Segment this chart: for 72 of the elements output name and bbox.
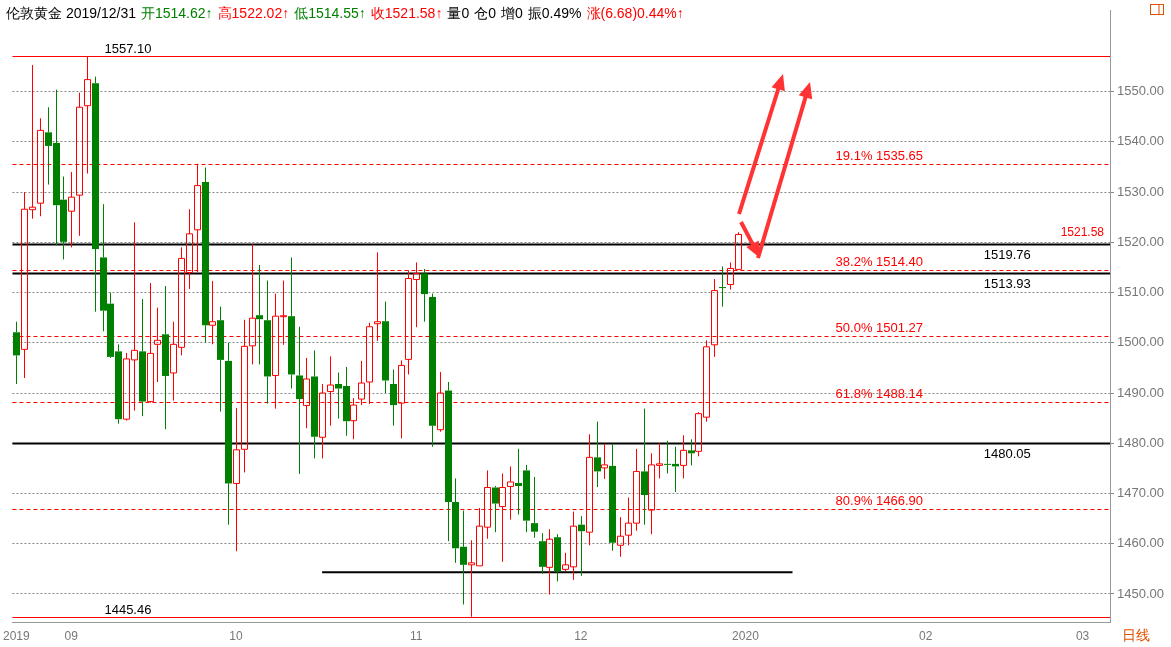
candlestick — [288, 256, 295, 390]
text: 日线 — [1122, 627, 1150, 645]
candlestick — [429, 293, 436, 448]
ref-line-label: 38.2% 1514.40 — [835, 253, 924, 269]
candlestick — [539, 532, 546, 575]
annotation: 涨(6.68)0.44%↑ — [586, 5, 684, 21]
candlestick — [546, 528, 553, 595]
y-tick-label: 1500.00 — [1117, 334, 1165, 350]
x-tick-label: 02 — [919, 629, 933, 644]
candlestick — [264, 280, 271, 405]
y-tick-label: 1450.00 — [1117, 585, 1165, 601]
y-tick-label: 1470.00 — [1117, 485, 1165, 501]
chart-title: 伦敦黄金 2019/12/31 — [6, 5, 136, 21]
candlestick — [296, 326, 303, 475]
candlestick — [680, 434, 687, 479]
y-tick-label: 1530.00 — [1117, 183, 1165, 199]
y-tick-label: 1520.00 — [1117, 233, 1165, 249]
annotation: 高1522.02↑ — [217, 5, 290, 21]
candlestick — [641, 408, 648, 526]
annotation: 量0 — [447, 5, 470, 21]
candlestick — [578, 515, 585, 577]
candlestick — [92, 76, 99, 313]
ref-line-label: 19.1% 1535.65 — [835, 147, 924, 163]
candlestick — [256, 264, 263, 365]
y-tick-label: 1490.00 — [1117, 384, 1165, 400]
candlestick — [719, 265, 726, 308]
candlestick — [68, 171, 75, 248]
ref-line-label: 61.8% 1488.14 — [835, 385, 924, 401]
annotation: 开1514.62↑ — [140, 5, 213, 21]
x-tick-label: 09 — [64, 629, 79, 644]
candlestick — [139, 298, 146, 417]
candlestick — [617, 516, 624, 558]
y-tick-label: 1480.00 — [1117, 434, 1165, 450]
ref-line-label: 50.0% 1501.27 — [835, 319, 924, 335]
annotation: 振0.49% — [527, 5, 582, 21]
annotation: 增0 — [501, 5, 523, 21]
candlestick — [554, 533, 561, 582]
candlestick — [601, 443, 608, 480]
ref-line-label: 1513.93 — [983, 275, 1031, 291]
annotation: 仓0 — [474, 5, 496, 21]
y-tick-label: 1460.00 — [1117, 535, 1165, 551]
ref-line-label: 1445.46 — [104, 601, 152, 617]
ref-line-label: 80.9% 1466.90 — [835, 492, 924, 508]
candlestick — [311, 349, 318, 459]
y-tick-label: 1550.00 — [1117, 83, 1165, 99]
candlestick — [688, 438, 695, 466]
x-tick-label: 2019 — [3, 629, 31, 644]
candlestick — [217, 306, 224, 413]
ref-line-label: 1519.76 — [983, 246, 1031, 262]
y-tick-label: 1510.00 — [1117, 284, 1165, 300]
annotation: 收1521.58↑ — [370, 5, 443, 21]
candlestick — [594, 421, 601, 488]
x-tick-label: 10 — [229, 629, 243, 644]
y-tick-label: 1540.00 — [1117, 133, 1165, 149]
candlestick — [531, 476, 538, 539]
candlestick — [390, 368, 397, 427]
candlestick — [13, 321, 20, 385]
candlestick — [162, 285, 169, 430]
candlestick — [445, 381, 452, 542]
x-tick-label: 11 — [409, 629, 423, 644]
ref-line-label: 1480.05 — [983, 445, 1031, 461]
candlestick — [382, 301, 389, 394]
candlestick — [225, 342, 232, 526]
annotation: 1521.58 — [1060, 224, 1105, 239]
candlestick — [421, 268, 428, 323]
ref-line-label: 1557.10 — [104, 40, 152, 56]
candlestick — [609, 443, 616, 552]
x-tick-label: 2020 — [732, 629, 760, 644]
annotation: 低1514.55↑ — [294, 5, 366, 21]
candlestick — [202, 167, 209, 343]
x-tick-label: 12 — [574, 629, 588, 644]
x-tick-label: 03 — [1075, 629, 1090, 644]
